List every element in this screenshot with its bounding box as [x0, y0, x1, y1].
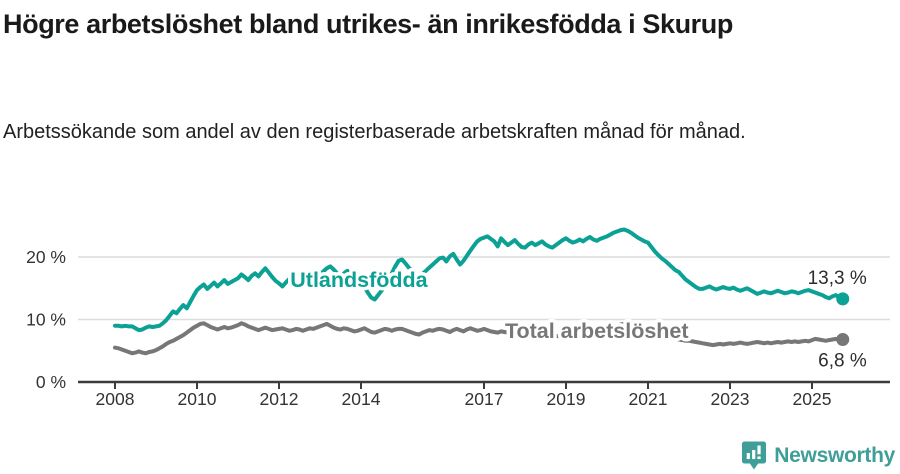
series-end-value: 13,3 % [808, 268, 867, 289]
y-axis-label: 20 % [26, 247, 66, 267]
x-axis-label: 2017 [465, 389, 504, 409]
newsworthy-logo-icon [742, 441, 767, 470]
x-axis-label: 2023 [711, 389, 750, 409]
series-label: Total arbetslöshet [505, 319, 689, 343]
brand-footer: Newsworthy [741, 441, 895, 470]
x-axis-label: 2021 [629, 389, 668, 409]
unemployment-line-chart: 2008 2010 2012 2014 2017 2019 2021 2023 2025 0 % 1… [26, 227, 890, 409]
chart-subtitle: Arbetssökande som andel av den registerb… [3, 121, 746, 143]
y-axis-label: 0 % [36, 372, 66, 392]
series-end-dot [836, 333, 850, 346]
page-title: Högre arbetslöshet bland utrikes- än inr… [3, 9, 733, 39]
x-axis-label: 2010 [178, 389, 217, 409]
x-axis-label: 2008 [96, 389, 135, 409]
series-line-total-arbetsl-shet [113, 321, 845, 356]
x-axis-label: 2014 [342, 389, 381, 409]
brand-name: Newsworthy [774, 443, 895, 467]
x-axis-label: 2025 [793, 389, 832, 409]
series-end-dot [836, 292, 850, 306]
x-axis-label: 2012 [260, 389, 299, 409]
series-line-utlandsf-dda [113, 227, 845, 333]
x-axis-label: 2019 [547, 389, 586, 409]
series-label: Utlandsfödda [290, 268, 428, 292]
y-axis-label: 10 % [26, 310, 66, 330]
series-end-value: 6,8 % [818, 351, 867, 372]
